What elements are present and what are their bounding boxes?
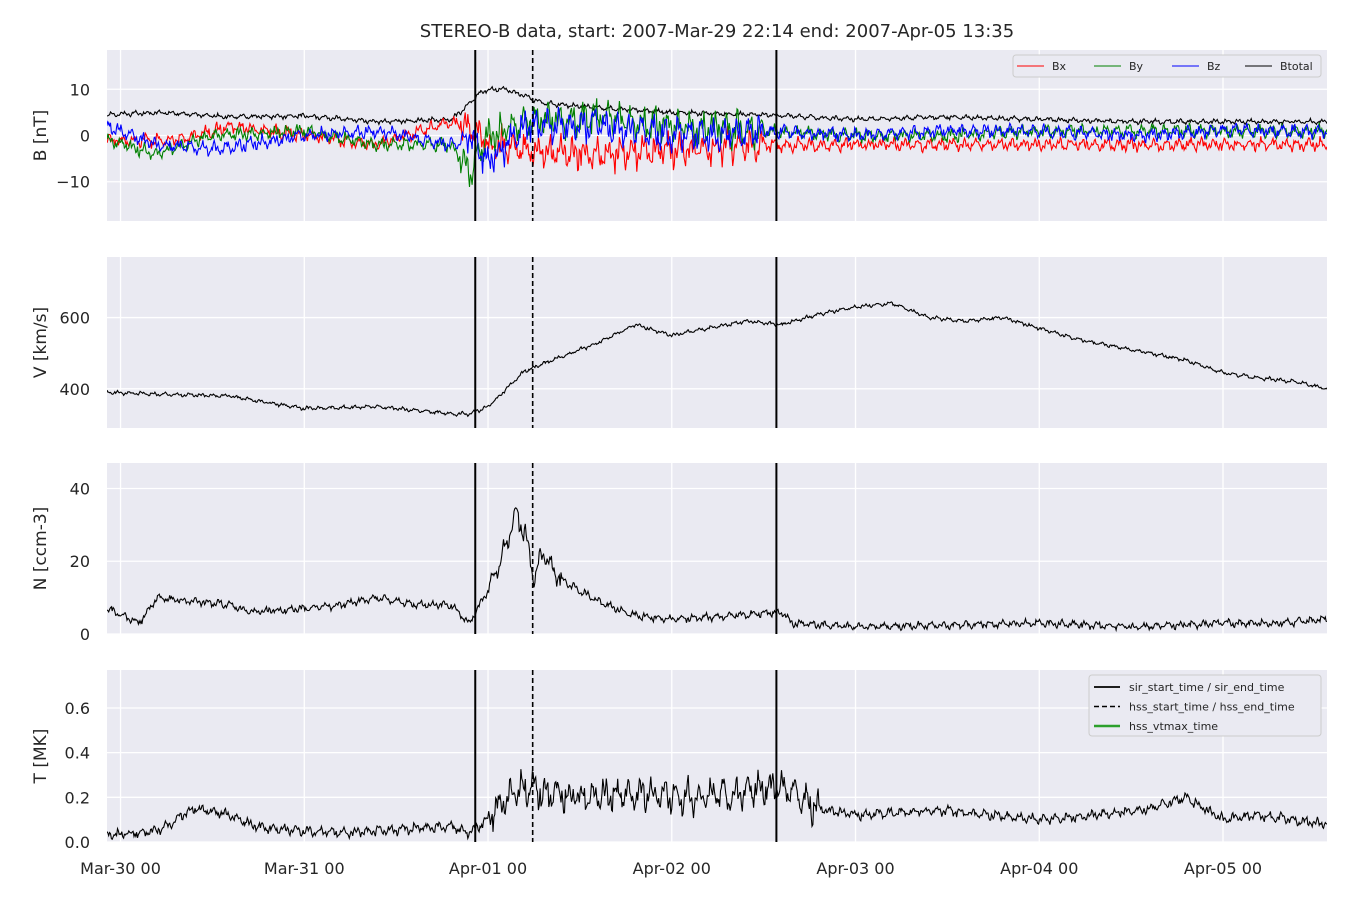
y-axis-label: B [nT] bbox=[31, 110, 51, 162]
panel-temperature: 0.6 0.4 0.2 0.0 T [MK] sir_start_time / sir_e… bbox=[31, 670, 1327, 852]
legend: Bx By Bz Btotal bbox=[1012, 54, 1322, 78]
legend: sir_start_time / sir_end_time hss_start_t… bbox=[1088, 674, 1322, 737]
legend-frame bbox=[1088, 674, 1322, 737]
legend-label-by: By bbox=[1129, 60, 1144, 73]
y-tick-label: −10 bbox=[56, 173, 90, 192]
x-tick-label: Apr-03 00 bbox=[816, 859, 894, 878]
x-tick-label: Mar-30 00 bbox=[80, 859, 161, 878]
series-group bbox=[107, 769, 1327, 841]
panel-background bbox=[107, 257, 1327, 428]
y-tick-label: 0 bbox=[80, 127, 90, 146]
series-line-btotal bbox=[107, 85, 1327, 126]
legend-frame bbox=[1012, 54, 1322, 78]
x-tick-label: Apr-05 00 bbox=[1184, 859, 1262, 878]
figure-title: STEREO-B data, start: 2007-Mar-29 22:14 … bbox=[420, 21, 1014, 42]
panel-background bbox=[107, 463, 1327, 634]
panel-b-field: 10 0 −10 B [nT] Bx By Bz Btotal bbox=[31, 50, 1327, 221]
panel-speed: 600 400 V [km/s] bbox=[31, 257, 1327, 428]
series-line-bz bbox=[107, 106, 1327, 174]
y-tick-label: 10 bbox=[70, 80, 90, 99]
y-tick-label: 20 bbox=[70, 552, 90, 571]
y-axis-label: N [ccm-3] bbox=[31, 507, 51, 591]
legend-label-btotal: Btotal bbox=[1280, 60, 1313, 73]
y-tick-label: 0.6 bbox=[65, 699, 90, 718]
series-line-density bbox=[107, 507, 1327, 633]
y-tick-label: 0.4 bbox=[65, 744, 90, 763]
panel-density: 40 20 0 N [ccm-3] bbox=[31, 463, 1327, 644]
x-axis-ticks: Mar-30 00 Mar-31 00 Apr-01 00 Apr-02 00 Apr-… bbox=[80, 859, 1262, 878]
legend-label-bz: Bz bbox=[1207, 60, 1221, 73]
y-tick-label: 0.0 bbox=[65, 833, 90, 852]
legend-label-vtmax: hss_vtmax_time bbox=[1129, 720, 1218, 733]
y-tick-label: 0 bbox=[80, 625, 90, 644]
y-tick-label: 0.2 bbox=[65, 788, 90, 807]
x-tick-label: Apr-02 00 bbox=[633, 859, 711, 878]
legend-label-hss: hss_start_time / hss_end_time bbox=[1129, 701, 1295, 714]
legend-label-bx: Bx bbox=[1052, 60, 1067, 73]
series-group bbox=[107, 85, 1327, 188]
x-tick-label: Mar-31 00 bbox=[264, 859, 345, 878]
x-tick-label: Apr-01 00 bbox=[449, 859, 527, 878]
x-tick-label: Apr-04 00 bbox=[1000, 859, 1078, 878]
y-axis-label: T [MK] bbox=[31, 729, 51, 785]
series-line-speed bbox=[107, 301, 1327, 418]
y-tick-label: 600 bbox=[59, 309, 90, 328]
series-group bbox=[107, 507, 1327, 633]
y-tick-label: 40 bbox=[70, 479, 90, 498]
legend-label-sir: sir_start_time / sir_end_time bbox=[1129, 681, 1285, 694]
y-axis-label: V [km/s] bbox=[31, 307, 51, 378]
series-group bbox=[107, 301, 1327, 418]
series-line-temperature bbox=[107, 769, 1327, 841]
y-tick-label: 400 bbox=[59, 380, 90, 399]
